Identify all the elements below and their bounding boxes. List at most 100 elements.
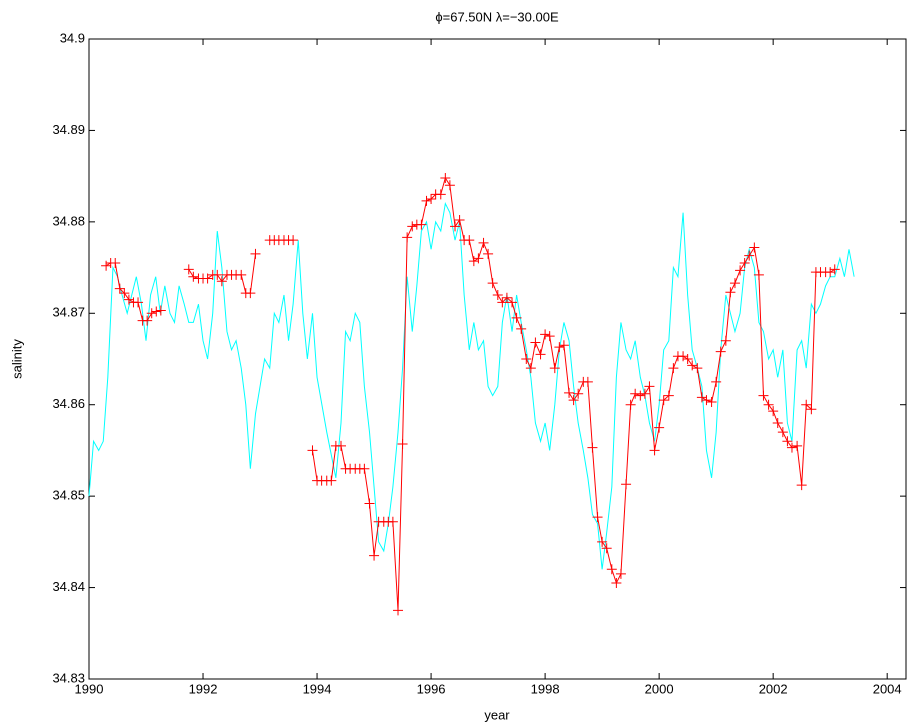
y-tick-label: 34.84: [52, 579, 85, 594]
x-tick-label: 1998: [531, 681, 560, 696]
data-marker: [387, 516, 398, 527]
data-marker: [497, 297, 508, 308]
data-marker: [692, 363, 703, 374]
data-marker: [307, 445, 318, 456]
data-marker: [658, 395, 669, 406]
x-tick-label: 1994: [303, 681, 332, 696]
data-marker: [597, 536, 608, 547]
data-marker: [654, 422, 665, 433]
data-marker: [473, 253, 484, 264]
data-marker: [483, 248, 494, 259]
data-marker: [511, 312, 522, 323]
data-marker: [525, 363, 536, 374]
data-marker: [236, 269, 247, 280]
data-marker: [635, 390, 646, 401]
data-marker: [649, 445, 660, 456]
data-marker: [558, 340, 569, 351]
data-marker: [573, 388, 584, 399]
data-marker: [825, 267, 836, 278]
x-tick-label: 1992: [189, 681, 218, 696]
data-marker: [123, 294, 134, 305]
data-marker: [397, 439, 408, 450]
data-marker: [544, 331, 555, 342]
data-marker: [530, 337, 541, 348]
series-line: [105, 176, 835, 611]
data-marker: [501, 292, 512, 303]
data-marker: [464, 235, 475, 246]
data-marker: [829, 264, 840, 275]
y-tick-label: 34.87: [52, 305, 85, 320]
data-marker: [758, 390, 769, 401]
data-marker: [792, 440, 803, 451]
data-marker: [696, 392, 707, 403]
data-marker: [393, 605, 404, 616]
data-marker: [630, 388, 641, 399]
data-marker: [450, 221, 461, 232]
data-marker: [245, 288, 256, 299]
data-marker: [444, 180, 455, 191]
data-marker: [625, 399, 636, 410]
data-marker: [621, 479, 632, 490]
data-marker: [407, 221, 418, 232]
data-marker: [777, 427, 788, 438]
data-marker: [678, 351, 689, 362]
data-marker: [701, 395, 712, 406]
data-marker: [516, 323, 527, 334]
x-axis-label: year: [484, 707, 510, 722]
data-marker: [806, 404, 817, 415]
data-marker: [402, 232, 413, 243]
data-marker: [335, 440, 346, 451]
data-marker: [110, 258, 121, 268]
data-marker: [801, 399, 812, 410]
data-marker: [426, 194, 437, 204]
y-tick-label: 34.89: [52, 122, 85, 137]
data-marker: [687, 360, 698, 371]
data-marker: [435, 189, 446, 200]
data-marker: [202, 273, 213, 284]
data-marker: [369, 550, 380, 561]
data-marker: [478, 237, 489, 248]
data-marker: [468, 256, 479, 267]
data-marker: [212, 269, 223, 280]
data-marker: [592, 512, 603, 523]
data-marker: [146, 308, 157, 319]
data-marker: [564, 387, 575, 398]
data-marker: [416, 219, 427, 230]
data-marker: [682, 354, 693, 364]
data-marker: [554, 342, 565, 353]
data-marker: [549, 363, 560, 374]
data-marker: [101, 260, 112, 271]
data-marker: [507, 297, 518, 308]
data-marker: [715, 346, 726, 357]
x-tick-label: 2004: [873, 681, 902, 696]
data-marker: [582, 376, 593, 387]
data-marker: [725, 287, 736, 298]
data-marker: [782, 436, 793, 447]
data-marker: [119, 288, 130, 299]
data-marker: [739, 258, 750, 268]
data-marker: [711, 376, 722, 387]
data-marker: [359, 463, 370, 474]
data-marker: [487, 278, 498, 289]
data-marker: [540, 329, 551, 340]
data-marker: [601, 543, 612, 554]
data-marker: [639, 388, 650, 399]
data-marker: [720, 335, 731, 346]
data-marker: [611, 578, 622, 588]
data-marker: [735, 265, 746, 276]
data-marker: [114, 283, 125, 294]
data-marker: [188, 271, 199, 282]
data-marker: [768, 406, 779, 417]
data-marker: [440, 172, 451, 183]
data-marker: [668, 363, 679, 374]
data-marker: [133, 297, 144, 308]
data-marker: [772, 418, 783, 428]
chart-title: ϕ=67.50N λ=−30.00E: [435, 9, 559, 24]
data-marker: [606, 564, 617, 575]
y-tick-label: 34.88: [52, 213, 85, 228]
y-axis-label: salinity: [9, 339, 24, 379]
data-marker: [786, 442, 797, 453]
y-tick-label: 34.9: [60, 30, 85, 45]
data-marker: [155, 305, 166, 316]
